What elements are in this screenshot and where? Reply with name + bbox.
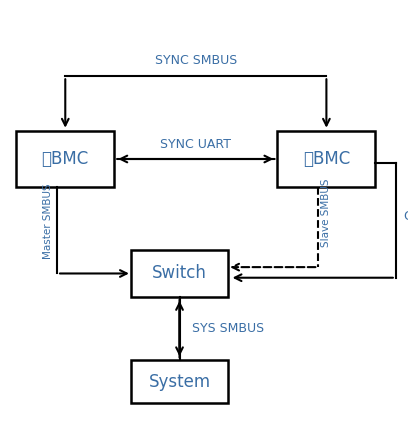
Text: Switch: Switch (152, 265, 207, 282)
FancyArrowPatch shape (176, 300, 183, 354)
Text: CTRL: CTRL (403, 210, 408, 223)
FancyArrowPatch shape (176, 303, 183, 357)
Text: SYS SMBUS: SYS SMBUS (192, 322, 264, 335)
FancyArrowPatch shape (323, 79, 330, 126)
Text: Master SMBUS: Master SMBUS (43, 184, 53, 259)
Text: System: System (149, 373, 211, 391)
Bar (131, 250, 228, 297)
Bar (16, 131, 114, 187)
FancyArrowPatch shape (60, 270, 126, 277)
Text: SYNC SMBUS: SYNC SMBUS (155, 54, 237, 67)
FancyArrowPatch shape (117, 156, 271, 162)
Text: SYNC UART: SYNC UART (160, 137, 231, 151)
FancyArrowPatch shape (235, 274, 393, 281)
Text: Slave SMBUS: Slave SMBUS (321, 179, 330, 247)
Bar (131, 360, 228, 403)
FancyArrowPatch shape (121, 156, 275, 162)
Text: 主BMC: 主BMC (42, 150, 89, 168)
Bar (277, 131, 375, 187)
FancyArrowPatch shape (233, 264, 315, 271)
Text: 介BMC: 介BMC (303, 150, 350, 168)
FancyArrowPatch shape (62, 79, 69, 126)
